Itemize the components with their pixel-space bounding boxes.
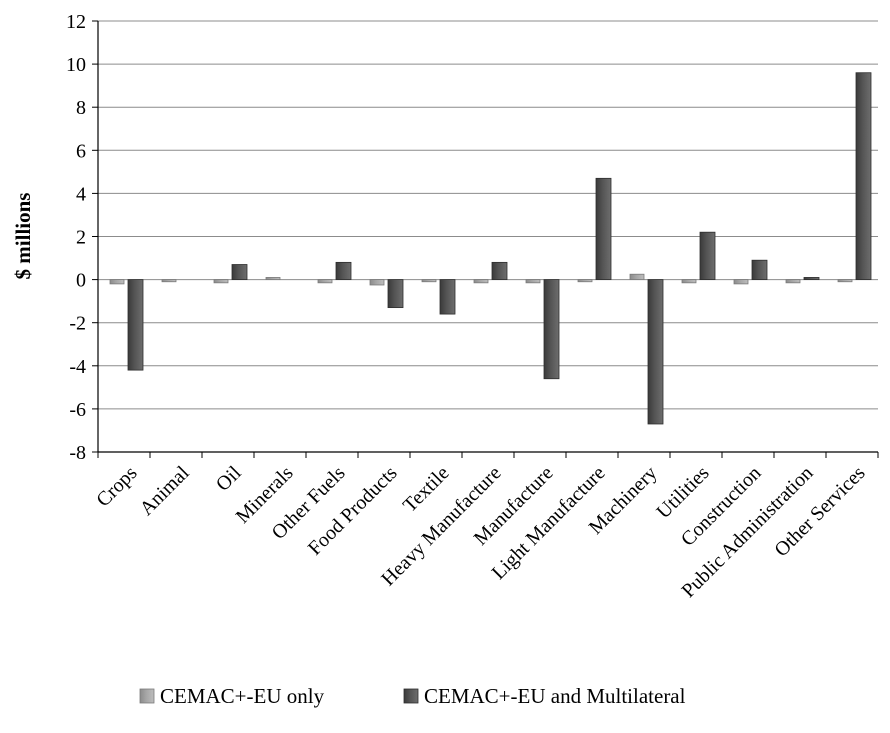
bar-eu-multilateral (543, 279, 560, 380)
y-tick-label: -6 (69, 399, 86, 421)
y-tick-label: 4 (76, 183, 86, 205)
y-tick-label: 8 (76, 97, 86, 119)
bar-eu-only (265, 277, 281, 281)
y-tick-label: 12 (66, 11, 86, 33)
bar-eu-multilateral (387, 279, 404, 309)
bar-eu-multilateral (439, 279, 456, 315)
bar-eu-multilateral (751, 259, 768, 280)
bar-eu-only (421, 279, 437, 283)
bar-eu-only (681, 279, 697, 284)
bar-eu-only (525, 279, 541, 284)
bar-eu-multilateral (803, 277, 820, 281)
bar-eu-multilateral (595, 177, 612, 281)
y-tick-label: -2 (69, 313, 86, 335)
x-category-label: Crops (92, 462, 141, 511)
gridlines (92, 20, 878, 453)
bar-eu-multilateral (231, 264, 248, 281)
x-category-label: Oil (212, 462, 246, 496)
y-axis-title: $ millions (11, 193, 35, 280)
legend-swatch (403, 688, 419, 704)
y-tick-label: -4 (69, 356, 86, 378)
y-tick-label: 10 (66, 54, 86, 76)
bar-eu-multilateral (491, 261, 508, 280)
x-category-label: Animal (136, 462, 194, 520)
axes (97, 21, 879, 458)
y-tick-label: 0 (76, 270, 86, 292)
bars (109, 72, 872, 425)
y-tick-label: -8 (69, 442, 86, 464)
legend-label: CEMAC+-EU and Multilateral (424, 684, 686, 708)
bar-eu-only (785, 279, 801, 284)
bar-eu-multilateral (647, 279, 664, 425)
legend-swatch (139, 688, 155, 704)
legend-label: CEMAC+-EU only (160, 684, 325, 708)
bar-eu-only (109, 279, 125, 285)
bar-eu-only (161, 279, 177, 283)
bar-eu-only (213, 279, 229, 284)
bar-eu-multilateral (699, 231, 716, 281)
y-tick-label: 2 (76, 227, 86, 249)
bar-eu-multilateral (855, 72, 872, 281)
y-tick-labels: -8 -6 -4 -2 0 2 4 6 8 10 12 (66, 11, 86, 464)
legend: CEMAC+-EU only CEMAC+-EU and Multilateral (139, 684, 686, 708)
bar-eu-multilateral (335, 261, 352, 280)
bar-eu-multilateral (127, 279, 144, 371)
bar-eu-only (733, 279, 749, 285)
bar-eu-only (473, 279, 489, 284)
bar-eu-only (577, 279, 593, 283)
bar-eu-only (837, 279, 853, 283)
bar-eu-only (369, 279, 385, 286)
x-category-label: Other Services (770, 462, 869, 561)
bar-eu-only (629, 273, 645, 280)
bar-eu-only (317, 279, 333, 284)
y-tick-label: 6 (76, 140, 86, 162)
